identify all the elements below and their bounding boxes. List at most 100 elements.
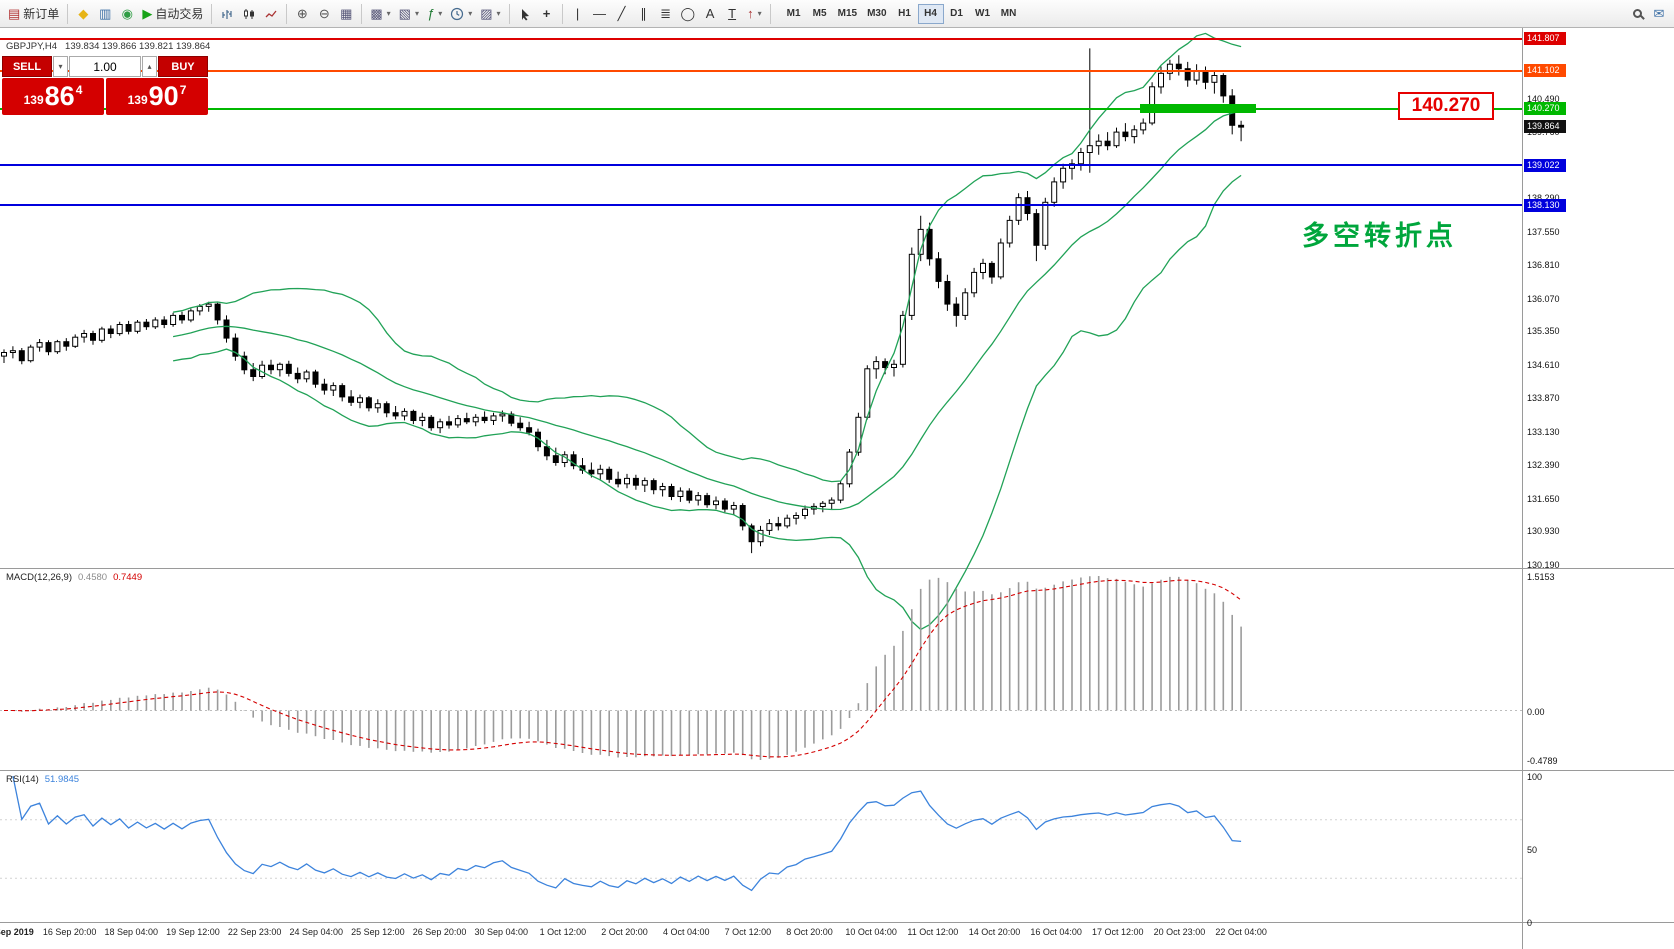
ellipse-icon: ◯ <box>680 6 696 21</box>
sell-price-display[interactable]: 139 86 4 <box>2 78 104 115</box>
indicators-button[interactable]: ƒ ▾ <box>423 3 446 25</box>
templates-button[interactable]: ▨ ▾ <box>476 3 504 25</box>
time-axis-label: 19 Sep 12:00 <box>166 927 220 937</box>
arrows-tool-button[interactable]: ↑ ▾ <box>743 3 766 25</box>
price-level-line[interactable] <box>0 107 1522 110</box>
time-axis-label: 25 Sep 12:00 <box>351 927 405 937</box>
volume-dropdown-button[interactable]: ▾ <box>53 56 68 77</box>
sell-price-prefix: 139 <box>23 93 44 107</box>
price-scale-tick: 131.650 <box>1527 493 1560 504</box>
tile-windows-button[interactable]: ▦ <box>335 3 357 25</box>
time-axis-label: 4 Oct 04:00 <box>662 927 710 937</box>
buy-price-big: 90 <box>148 81 179 111</box>
toolbar-separator <box>508 3 510 24</box>
time-axis-label: 16 Oct 04:00 <box>1030 927 1082 937</box>
price-callout-box[interactable]: 140.270 <box>1398 92 1494 120</box>
bar-chart-button[interactable] <box>216 3 238 25</box>
metaeditor-button[interactable]: ◆ <box>72 3 94 25</box>
autotrading-button[interactable]: ▶ 自动交易 <box>138 3 207 25</box>
cursor-icon <box>521 8 529 20</box>
data-window-button[interactable]: ◉ <box>116 3 138 25</box>
price-scale-tick: 133.870 <box>1527 393 1560 404</box>
new-order-button[interactable]: ▤ 新订单 <box>4 3 63 25</box>
periods-button[interactable]: ▾ <box>446 3 476 25</box>
buy-price-display[interactable]: 139 90 7 <box>106 78 208 115</box>
price-level-line[interactable] <box>0 164 1522 167</box>
price-level-line[interactable] <box>0 37 1522 40</box>
text-tool-button[interactable]: A <box>699 3 721 25</box>
timeframe-button-d1[interactable]: D1 <box>944 4 970 24</box>
new-chart-icon: ▩ <box>370 6 383 21</box>
time-axis-label: 1 Oct 12:00 <box>539 927 587 937</box>
timeframe-button-mn[interactable]: MN <box>996 4 1022 24</box>
line-chart-button[interactable] <box>260 3 282 25</box>
buy-button[interactable]: BUY <box>158 56 208 77</box>
price-level-line[interactable] <box>0 204 1522 207</box>
timeframe-button-w1[interactable]: W1 <box>970 4 996 24</box>
timeframe-button-m30[interactable]: M30 <box>862 4 891 24</box>
caret-down-icon: ▾ <box>438 9 443 18</box>
horizontal-line-tool-button[interactable]: — <box>589 3 611 25</box>
toolbar-separator <box>769 3 771 24</box>
volume-input[interactable] <box>69 56 141 77</box>
timeframe-button-m15[interactable]: M15 <box>833 4 862 24</box>
caret-down-icon: ▾ <box>468 9 473 18</box>
price-scale-tick: 136.070 <box>1527 293 1560 304</box>
time-axis-label: 8 Oct 20:00 <box>786 927 833 937</box>
toolbar: ▤ 新订单 ◆ ▥ ◉ ▶ 自动交易 ⊕ ⊖ ▦ ▩ ▾ ▧ ▾ ƒ ▾ ▾ <box>0 0 1674 28</box>
time-axis-label: 10 Oct 04:00 <box>845 927 897 937</box>
ellipse-tool-button[interactable]: ◯ <box>677 3 700 25</box>
channel-tool-button[interactable]: ∥ <box>633 3 655 25</box>
cursor-button[interactable] <box>514 3 536 25</box>
chart-ohlc-values: 139.834 139.866 139.821 139.864 <box>65 41 211 52</box>
buy-price-sup: 7 <box>179 83 187 97</box>
caret-down-icon: ▾ <box>757 9 762 18</box>
channel-icon: ∥ <box>640 6 647 21</box>
arrows-icon: ↑ <box>747 6 754 21</box>
crosshair-button[interactable]: + <box>536 3 558 25</box>
chat-button[interactable]: ✉ <box>1648 3 1670 25</box>
sell-button[interactable]: SELL <box>2 56 52 77</box>
tile-windows-icon: ▦ <box>340 6 353 21</box>
timeframe-button-h4[interactable]: H4 <box>917 3 944 24</box>
candlestick-chart-icon <box>244 8 255 19</box>
autotrading-label: 自动交易 <box>155 7 204 21</box>
price-scale-tick: 130.930 <box>1527 526 1560 537</box>
text-label-tool-button[interactable]: T <box>721 3 743 25</box>
market-watch-button[interactable]: ▥ <box>94 3 116 25</box>
rsi-scale-label: 50 <box>1527 845 1538 855</box>
zoom-in-button[interactable]: ⊕ <box>291 3 313 25</box>
candlestick-chart-button[interactable] <box>238 3 260 25</box>
vertical-line-tool-button[interactable]: | <box>567 3 589 25</box>
chat-envelope-icon: ✉ <box>1653 6 1665 21</box>
candle-wicks <box>3 48 1242 554</box>
volume-up-button[interactable]: ▴ <box>142 56 157 77</box>
time-axis-label: 20 Oct 23:00 <box>1153 927 1206 937</box>
data-window-icon: ◉ <box>121 6 133 21</box>
fibonacci-tool-button[interactable]: ≣ <box>655 3 677 25</box>
macd-header: MACD(12,26,9) 0.4580 0.7449 <box>6 572 142 583</box>
toolbar-separator <box>67 3 69 24</box>
time-axis-label: 22 Oct 04:00 <box>1215 927 1267 937</box>
timeframe-button-h1[interactable]: H1 <box>892 4 918 24</box>
profiles-button[interactable]: ▧ ▾ <box>395 3 423 25</box>
price-level-highlight[interactable] <box>1140 104 1256 114</box>
crosshair-icon: + <box>542 6 551 21</box>
macd-scale-zero: 0.00 <box>1527 706 1545 717</box>
zoom-out-button[interactable]: ⊖ <box>313 3 335 25</box>
search-button[interactable] <box>1626 3 1648 25</box>
price-scale-tick: 133.130 <box>1527 426 1560 437</box>
trendline-tool-button[interactable]: ╱ <box>611 3 633 25</box>
timeframe-button-m1[interactable]: M1 <box>781 4 807 24</box>
chart-annotation-text[interactable]: 多空转折点 <box>1302 221 1457 251</box>
caret-down-icon: ▾ <box>386 9 391 18</box>
price-scale-tick: 134.610 <box>1527 359 1560 370</box>
time-axis-label: 17 Oct 12:00 <box>1092 927 1144 937</box>
new-chart-button[interactable]: ▩ ▾ <box>366 3 394 25</box>
timeframe-button-m5[interactable]: M5 <box>807 4 833 24</box>
price-level-line[interactable] <box>0 69 1522 72</box>
caret-down-icon: ▾ <box>414 9 419 18</box>
